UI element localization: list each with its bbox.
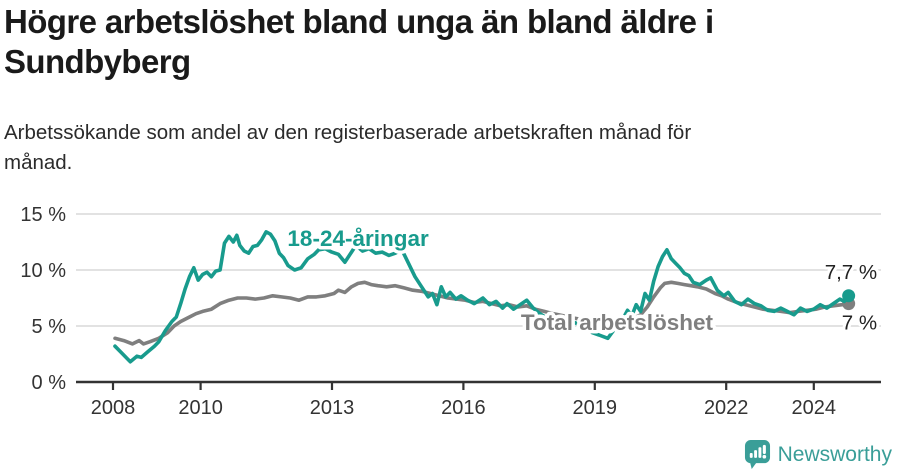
brand-name: Newsworthy (777, 442, 892, 466)
y-axis-tick-label: 10 % (20, 260, 66, 282)
x-axis-tick-label: 2019 (573, 397, 618, 419)
series-end-dot-youth (842, 289, 856, 303)
chart-subtitle: Arbetssökande som andel av den registerb… (4, 121, 692, 174)
series-label-youth: 18-24-åringar (287, 226, 429, 251)
series-line-youth (113, 230, 851, 364)
x-axis-tick-label: 2022 (704, 397, 749, 419)
page-title: Högre arbetslöshet bland unga än bland ä… (4, 3, 714, 80)
y-axis-tick-label: 15 % (20, 204, 66, 226)
y-axis-tick-label: 0 % (32, 372, 67, 394)
unemployment-line-chart: 0 % 5 % 10 % 15 % 2008 2010 2013 2016 2019 2022 20… (20, 204, 881, 419)
x-axis-tick-label: 2013 (310, 397, 355, 419)
series-line-total (113, 280, 851, 346)
x-axis-tick-label: 2024 (792, 397, 837, 419)
y-axis-tick-label: 5 % (32, 316, 67, 338)
end-value-annotation-youth: 7,7 % (825, 261, 877, 284)
newsworthy-logo-icon (744, 440, 770, 469)
series-label-total: Total arbetslöshet (521, 310, 714, 335)
x-axis-tick-label: 2016 (441, 397, 486, 419)
x-axis-tick-label: 2010 (178, 397, 223, 419)
x-axis-tick-label: 2008 (91, 397, 136, 419)
brand-footer: Newsworthy (744, 439, 892, 470)
end-value-annotation-total: 7 % (842, 312, 877, 335)
